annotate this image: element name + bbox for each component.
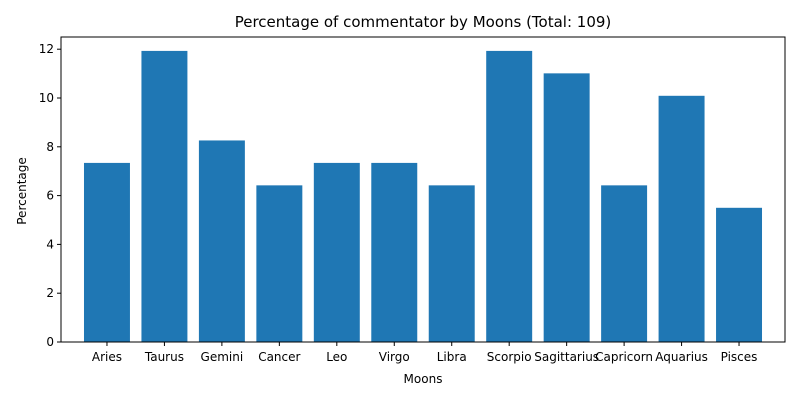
y-axis-label: Percentage bbox=[15, 157, 29, 225]
y-tick-label: 0 bbox=[46, 335, 54, 349]
y-tick-label: 12 bbox=[39, 42, 54, 56]
x-tick-label: Aquarius bbox=[655, 350, 708, 364]
x-tick-label: Taurus bbox=[144, 350, 184, 364]
x-tick-label: Libra bbox=[437, 350, 467, 364]
y-tick-label: 8 bbox=[46, 140, 54, 154]
bar-aries bbox=[83, 162, 130, 342]
x-tick-label: Virgo bbox=[379, 350, 410, 364]
bar-taurus bbox=[141, 50, 188, 343]
y-tick-label: 10 bbox=[39, 91, 54, 105]
x-tick-label: Scorpio bbox=[487, 350, 532, 364]
x-tick-label: Capricorn bbox=[595, 350, 653, 364]
bar-virgo bbox=[371, 162, 418, 342]
bar-leo bbox=[313, 162, 360, 342]
x-tick-label: Aries bbox=[92, 350, 122, 364]
plot-frame bbox=[60, 36, 786, 343]
x-tick-label: Cancer bbox=[258, 350, 300, 364]
bar-cancer bbox=[256, 185, 303, 342]
bar-gemini bbox=[198, 140, 245, 342]
x-axis-label: Moons bbox=[404, 372, 443, 386]
y-tick-label: 2 bbox=[46, 286, 54, 300]
bar-scorpio bbox=[486, 50, 533, 343]
bar-libra bbox=[428, 185, 475, 342]
chart-title: Percentage of commentator by Moons (Tota… bbox=[235, 13, 612, 31]
x-tick-label: Leo bbox=[326, 350, 347, 364]
bar-sagittarius bbox=[543, 73, 590, 342]
bars-group bbox=[83, 50, 763, 343]
y-axis: 0 2 4 6 8 10 12 bbox=[39, 42, 61, 349]
x-tick-label: Sagittarius bbox=[534, 350, 599, 364]
bar-pisces bbox=[716, 207, 763, 342]
x-axis: Aries Taurus Gemini Cancer Leo Virgo Libra Scor… bbox=[92, 342, 758, 364]
y-tick-label: 4 bbox=[46, 237, 54, 251]
x-tick-label: Gemini bbox=[201, 350, 244, 364]
bar-capricorn bbox=[601, 185, 648, 342]
bar-aquarius bbox=[658, 95, 705, 342]
x-tick-label: Pisces bbox=[721, 350, 758, 364]
y-tick-label: 6 bbox=[46, 189, 54, 203]
